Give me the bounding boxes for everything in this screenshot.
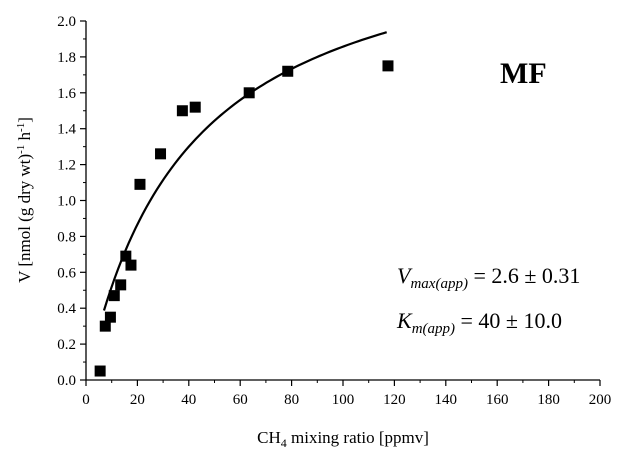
data-point bbox=[155, 148, 167, 160]
vmax-symbol: V bbox=[397, 263, 413, 288]
x-tick-label: 40 bbox=[181, 392, 196, 408]
data-point bbox=[134, 178, 146, 190]
y-axis-title-sup2: -1 bbox=[15, 123, 27, 132]
x-axis-title-rest: mixing ratio [ppmv] bbox=[287, 428, 429, 447]
y-tick-label: 1.6 bbox=[57, 86, 76, 102]
fit-curve-layer bbox=[102, 31, 388, 311]
y-tick-label: 0.8 bbox=[57, 229, 76, 245]
data-point bbox=[243, 87, 255, 99]
y-axis: 0.0 0.2 0.4 0.6 0.8 1.0 1.2 1.4 1.6 1.8 2.0 bbox=[57, 14, 86, 389]
data-point bbox=[104, 311, 116, 323]
x-tick-label: 20 bbox=[130, 392, 145, 408]
x-tick-label: 180 bbox=[537, 392, 560, 408]
y-axis-title-post: ] bbox=[15, 117, 34, 123]
y-tick-label: 1.0 bbox=[57, 194, 76, 210]
data-point bbox=[108, 290, 120, 302]
y-axis-title-mid: h bbox=[15, 131, 34, 144]
data-point bbox=[382, 60, 394, 72]
fit-curve bbox=[102, 31, 388, 311]
y-tick-label: 2.0 bbox=[57, 14, 76, 30]
y-tick-label: 1.4 bbox=[57, 122, 76, 138]
data-point bbox=[125, 259, 137, 271]
data-point bbox=[120, 250, 132, 262]
y-axis-title-pre: V [nmol (g dry wt) bbox=[15, 154, 34, 283]
x-axis-title-subscript: 4 bbox=[281, 436, 287, 450]
x-tick-label: 100 bbox=[332, 392, 355, 408]
data-point bbox=[189, 101, 201, 113]
x-tick-label: 140 bbox=[435, 392, 458, 408]
data-point bbox=[115, 279, 127, 291]
y-tick-label: 1.8 bbox=[57, 50, 76, 66]
x-tick-label: 0 bbox=[82, 392, 90, 408]
vmax-annotation: Vmax(app) = 2.6 ± 0.31 bbox=[397, 263, 580, 292]
y-tick-label: 0.0 bbox=[57, 373, 76, 389]
data-point bbox=[99, 320, 111, 332]
y-tick-label: 0.2 bbox=[57, 337, 76, 353]
x-axis: 0 20 40 60 80 100 120 140 160 180 200 bbox=[82, 380, 611, 408]
x-tick-label: 160 bbox=[486, 392, 509, 408]
data-point bbox=[176, 105, 188, 117]
x-tick-label: 60 bbox=[233, 392, 248, 408]
vmax-value: = 2.6 ± 0.31 bbox=[468, 263, 580, 288]
data-point bbox=[94, 365, 106, 377]
km-subscript: m(app) bbox=[412, 321, 455, 337]
y-axis-title-sup1: -1 bbox=[15, 145, 27, 154]
km-symbol: K bbox=[396, 308, 413, 333]
x-tick-label: 120 bbox=[383, 392, 406, 408]
y-axis-title: V [nmol (g dry wt)-1 h-1] bbox=[15, 117, 34, 283]
km-value: = 40 ± 10.0 bbox=[455, 308, 562, 333]
data-points bbox=[94, 60, 394, 377]
vmax-subscript: max(app) bbox=[410, 276, 467, 292]
km-annotation: Km(app) = 40 ± 10.0 bbox=[396, 308, 562, 337]
x-tick-label: 80 bbox=[284, 392, 299, 408]
x-tick-label: 200 bbox=[589, 392, 612, 408]
panel-label: MF bbox=[500, 57, 547, 90]
y-tick-label: 0.4 bbox=[57, 301, 76, 317]
y-tick-label: 1.2 bbox=[57, 158, 76, 174]
y-tick-label: 0.6 bbox=[57, 265, 76, 281]
x-axis-title-main: CH bbox=[257, 428, 281, 447]
x-axis-title: CH4 mixing ratio [ppmv] bbox=[257, 428, 429, 450]
data-point bbox=[282, 65, 294, 77]
